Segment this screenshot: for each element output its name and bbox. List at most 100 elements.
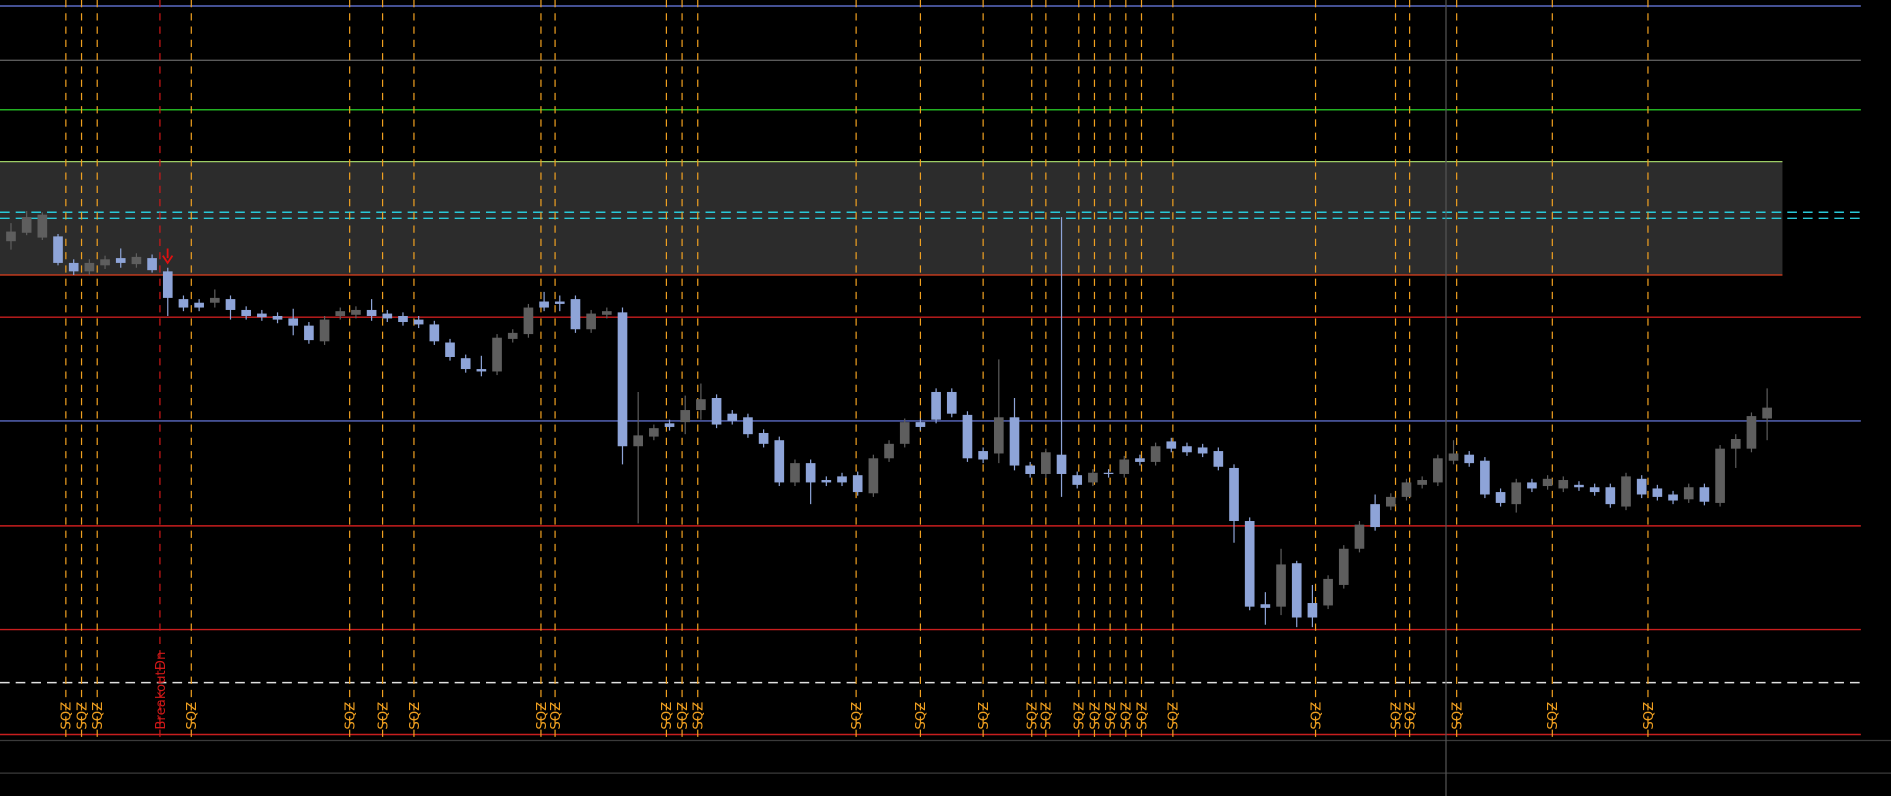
candle-body [1213, 451, 1224, 467]
candle-body [586, 313, 596, 330]
candle-body [492, 337, 502, 372]
candle-body [162, 271, 173, 298]
candle-body [774, 440, 785, 483]
candle-body [429, 324, 440, 342]
candle-body [209, 297, 220, 303]
signal-label: SQZ [692, 702, 707, 730]
candle-body [1542, 478, 1553, 487]
candle-body [507, 332, 518, 339]
candle-body [1119, 459, 1130, 474]
signal-label: SQZ [676, 702, 691, 730]
candle-body [649, 428, 659, 437]
candle-body [1652, 488, 1663, 497]
candle-body [962, 414, 973, 459]
candle-body [1668, 494, 1678, 501]
signal-label: SQZ [1450, 702, 1465, 730]
signal-label: SQZ [850, 702, 865, 730]
candle-body [53, 236, 63, 263]
candle-body [1730, 439, 1741, 449]
signal-label: SQZ [660, 702, 675, 730]
candle-body [1746, 416, 1757, 449]
signal-label: SQZ [343, 702, 358, 730]
candle-body [1385, 496, 1396, 507]
candle-body [351, 309, 361, 315]
candle-body [194, 302, 204, 308]
candle-body [852, 475, 863, 493]
candle-body [115, 258, 126, 263]
candle-body [805, 463, 816, 483]
candle-body [1088, 472, 1098, 483]
candle-body [1683, 487, 1694, 500]
candle-body [1527, 482, 1537, 489]
breakout-arrow [162, 248, 174, 265]
candle-body [1041, 452, 1051, 474]
signal-label: SQZ [1026, 702, 1041, 730]
candle-body [1103, 472, 1114, 474]
candle-body [1558, 480, 1569, 489]
candle-body [1354, 524, 1365, 549]
signal-label: SQZ [1167, 702, 1182, 730]
candle-body [288, 318, 299, 326]
signal-label: SQZ [376, 702, 391, 730]
candle-body [398, 315, 408, 323]
candle-body [21, 217, 32, 233]
candle-body [413, 319, 424, 325]
candle-body [523, 307, 534, 335]
candle-body [617, 312, 628, 447]
candle-body [84, 262, 95, 272]
candle-body [272, 315, 283, 320]
signal-label: SQZ [914, 702, 929, 730]
candle-body [37, 214, 48, 238]
candle-body [1574, 484, 1584, 488]
signal-label: SQZ [1642, 702, 1657, 730]
candle-body [241, 309, 251, 316]
signal-label: SQZ [977, 702, 992, 730]
candle-body [899, 422, 910, 444]
signal-label: SQZ [1135, 702, 1150, 730]
candle-body [1307, 603, 1318, 618]
candle-body [100, 259, 110, 266]
candle-body [1056, 454, 1067, 474]
candle-body [1448, 453, 1459, 461]
candle-body [1636, 478, 1647, 495]
candle-body [1072, 475, 1083, 485]
candle-body [978, 451, 988, 460]
signal-label: SQZ [1120, 702, 1135, 730]
signal-label: SQZ [1073, 702, 1088, 730]
signal-label: SQZ [549, 702, 564, 730]
candle-body [304, 325, 314, 341]
signal-label: SQZ [535, 702, 550, 730]
candle-body [1370, 504, 1380, 528]
signal-label: SQZ [75, 702, 90, 730]
candle-body [1197, 447, 1208, 454]
candle-body [711, 398, 722, 425]
candle-body [1699, 487, 1710, 502]
candle-body [366, 309, 377, 316]
candle-body [884, 443, 894, 459]
signal-label: SQZ [1403, 702, 1418, 730]
candle-body [931, 391, 941, 420]
signal-label: SQZ [1546, 702, 1561, 730]
candle-body [1276, 564, 1286, 607]
candle-body [1464, 454, 1475, 464]
candle-body [1009, 417, 1020, 466]
candle-body [445, 342, 455, 357]
candle-body [696, 399, 706, 411]
candle-body [1715, 448, 1725, 503]
candle-body [476, 369, 487, 372]
candle-body [68, 262, 79, 272]
candle-body [460, 358, 471, 370]
candle-body [1338, 548, 1349, 585]
signal-label: SQZ [185, 702, 200, 730]
candle-body [1150, 446, 1161, 462]
candle-body [6, 231, 16, 242]
candle-body [554, 301, 565, 304]
candle-body [1605, 487, 1616, 505]
candle-body [633, 435, 643, 447]
candle-body [868, 458, 879, 494]
candle-body [664, 423, 675, 427]
candle-body [1025, 465, 1035, 474]
candle-body [1480, 460, 1490, 495]
signal-label: BreakoutDn [154, 652, 169, 730]
